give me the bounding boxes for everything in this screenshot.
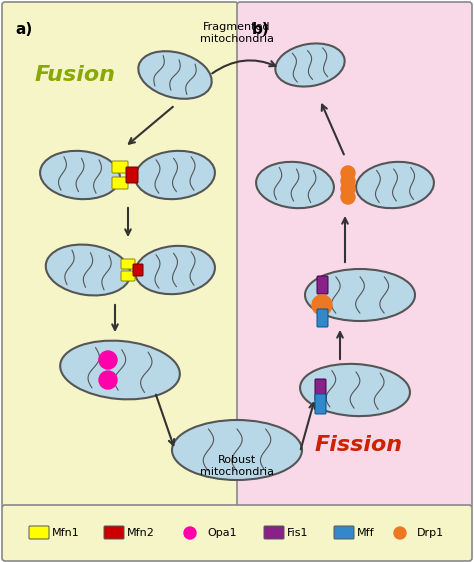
Circle shape: [184, 527, 196, 539]
Ellipse shape: [305, 269, 415, 321]
Ellipse shape: [172, 420, 302, 480]
Circle shape: [99, 371, 117, 389]
Text: b): b): [252, 22, 270, 37]
Text: Drp1: Drp1: [417, 528, 444, 538]
FancyBboxPatch shape: [264, 526, 284, 539]
Text: Fis1: Fis1: [287, 528, 309, 538]
Ellipse shape: [300, 364, 410, 416]
FancyBboxPatch shape: [104, 526, 124, 539]
Text: Fragmented
mitochondria: Fragmented mitochondria: [200, 22, 274, 44]
FancyBboxPatch shape: [315, 379, 326, 401]
Ellipse shape: [40, 151, 120, 199]
FancyBboxPatch shape: [2, 2, 238, 508]
Text: a): a): [15, 22, 32, 37]
Circle shape: [341, 174, 355, 188]
FancyBboxPatch shape: [334, 526, 354, 539]
Text: Fusion: Fusion: [35, 65, 116, 85]
FancyBboxPatch shape: [126, 167, 138, 183]
Text: Mff: Mff: [357, 528, 374, 538]
Ellipse shape: [60, 341, 180, 400]
Circle shape: [99, 351, 117, 369]
Ellipse shape: [135, 151, 215, 199]
Ellipse shape: [356, 162, 434, 208]
Circle shape: [312, 295, 332, 315]
FancyBboxPatch shape: [2, 505, 472, 561]
Text: Robust
mitochondria: Robust mitochondria: [200, 455, 274, 477]
Ellipse shape: [135, 246, 215, 294]
FancyBboxPatch shape: [112, 177, 128, 189]
Circle shape: [341, 182, 355, 196]
Text: Mfn1: Mfn1: [52, 528, 80, 538]
FancyBboxPatch shape: [112, 161, 128, 173]
FancyBboxPatch shape: [121, 271, 135, 281]
FancyBboxPatch shape: [237, 2, 472, 508]
FancyBboxPatch shape: [121, 259, 135, 269]
FancyBboxPatch shape: [29, 526, 49, 539]
Text: Mfn2: Mfn2: [127, 528, 155, 538]
Ellipse shape: [138, 51, 212, 99]
FancyBboxPatch shape: [133, 264, 143, 276]
Ellipse shape: [46, 244, 130, 296]
Ellipse shape: [256, 162, 334, 208]
FancyBboxPatch shape: [317, 276, 328, 294]
Circle shape: [394, 527, 406, 539]
FancyBboxPatch shape: [317, 309, 328, 327]
Ellipse shape: [275, 43, 345, 87]
FancyBboxPatch shape: [315, 394, 326, 414]
Text: Opa1: Opa1: [207, 528, 237, 538]
Circle shape: [341, 190, 355, 204]
Circle shape: [341, 166, 355, 180]
Text: Fission: Fission: [315, 435, 403, 455]
